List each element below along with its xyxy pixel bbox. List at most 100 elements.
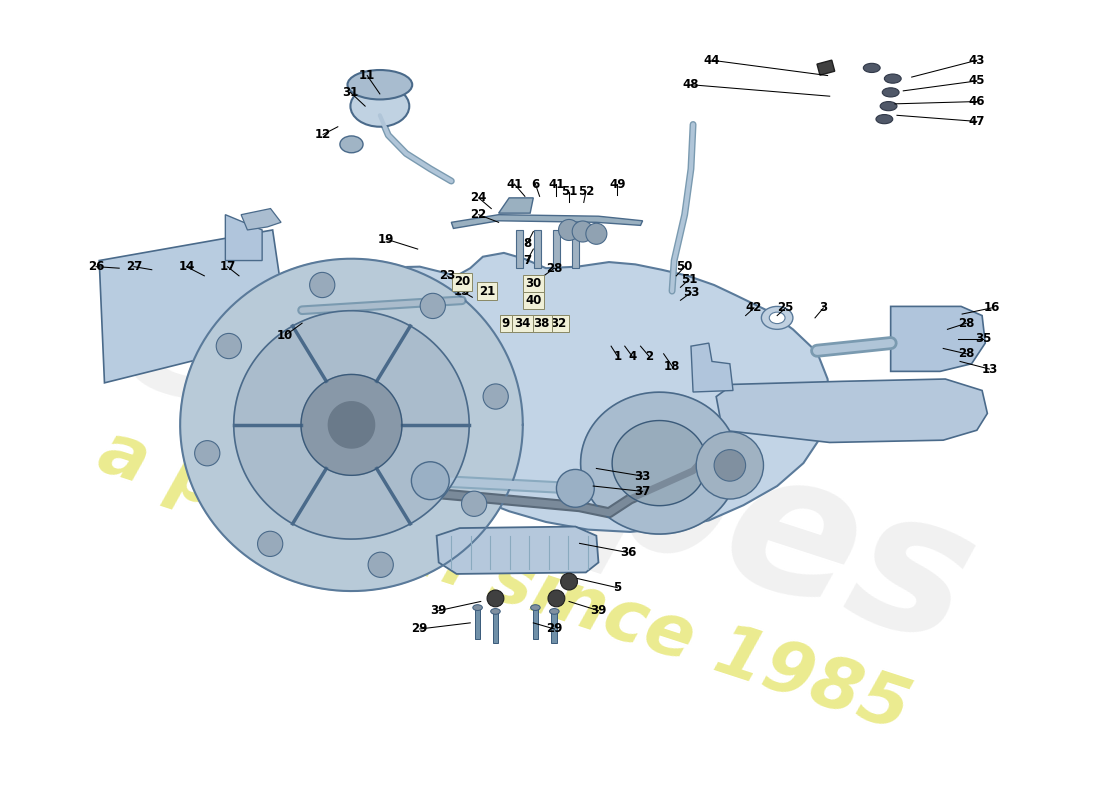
Circle shape	[257, 531, 283, 557]
Text: 15: 15	[453, 285, 470, 298]
Circle shape	[548, 590, 564, 607]
Circle shape	[586, 223, 607, 244]
Text: 5: 5	[614, 582, 622, 594]
Bar	[552, 230, 560, 268]
Text: 23: 23	[439, 270, 455, 282]
Circle shape	[572, 221, 593, 242]
Text: 2: 2	[645, 350, 653, 362]
Text: 46: 46	[969, 95, 986, 108]
Circle shape	[217, 334, 241, 358]
Text: 38: 38	[534, 317, 550, 330]
Bar	[817, 60, 835, 75]
Text: 29: 29	[546, 622, 562, 635]
Text: 25: 25	[778, 302, 794, 314]
Circle shape	[309, 272, 334, 298]
Bar	[516, 230, 524, 268]
Polygon shape	[891, 306, 986, 371]
Text: 30: 30	[525, 277, 541, 290]
Text: 13: 13	[981, 362, 998, 375]
Text: 26: 26	[88, 260, 104, 273]
Polygon shape	[612, 421, 706, 506]
Text: 42: 42	[746, 302, 762, 314]
Text: 6: 6	[531, 178, 539, 190]
Text: 21: 21	[478, 285, 495, 298]
Text: a passion since 1985: a passion since 1985	[90, 418, 918, 746]
Text: 11: 11	[359, 69, 375, 82]
Text: 29: 29	[411, 622, 428, 635]
Ellipse shape	[761, 306, 793, 330]
Ellipse shape	[769, 312, 785, 324]
Text: 10: 10	[277, 329, 294, 342]
Circle shape	[487, 590, 504, 607]
Text: 32: 32	[550, 317, 566, 330]
Text: 20: 20	[453, 275, 470, 289]
Circle shape	[462, 491, 486, 516]
Text: 40: 40	[525, 294, 541, 306]
Polygon shape	[581, 392, 738, 534]
Circle shape	[483, 384, 508, 409]
Polygon shape	[301, 374, 402, 475]
Text: 16: 16	[983, 302, 1000, 314]
Ellipse shape	[550, 609, 559, 614]
Ellipse shape	[351, 86, 409, 126]
Circle shape	[368, 552, 394, 578]
Text: 3: 3	[820, 302, 827, 314]
Text: 51: 51	[561, 186, 578, 198]
Text: 34: 34	[515, 317, 531, 330]
Ellipse shape	[473, 605, 483, 610]
Text: 12: 12	[315, 128, 331, 141]
Circle shape	[714, 450, 746, 481]
Ellipse shape	[876, 114, 893, 124]
Text: 52: 52	[578, 186, 594, 198]
Text: 19: 19	[378, 233, 394, 246]
Text: 27: 27	[125, 260, 142, 273]
Bar	[493, 612, 498, 642]
Bar	[534, 230, 541, 268]
Text: 45: 45	[969, 74, 986, 87]
Polygon shape	[451, 214, 642, 229]
Bar	[475, 608, 481, 639]
Polygon shape	[691, 343, 733, 392]
Ellipse shape	[340, 136, 363, 153]
Polygon shape	[99, 230, 288, 383]
Text: 51: 51	[681, 273, 697, 286]
Polygon shape	[180, 258, 522, 591]
Text: 36: 36	[619, 546, 636, 559]
Circle shape	[411, 462, 449, 500]
Text: 41: 41	[506, 178, 522, 190]
Text: 47: 47	[969, 115, 984, 128]
Text: 28: 28	[546, 262, 562, 274]
Text: 31: 31	[342, 86, 359, 99]
Text: 8: 8	[522, 238, 531, 250]
Text: 1: 1	[614, 350, 622, 362]
Text: 41: 41	[548, 178, 564, 190]
Text: 49: 49	[609, 178, 626, 190]
Polygon shape	[241, 209, 282, 230]
Text: 9: 9	[502, 317, 510, 330]
Text: 37: 37	[635, 485, 651, 498]
Text: 39: 39	[430, 604, 447, 617]
Text: 53: 53	[683, 286, 700, 299]
Ellipse shape	[880, 102, 896, 110]
Text: 48: 48	[683, 78, 700, 91]
Text: 33: 33	[635, 470, 651, 482]
Polygon shape	[234, 310, 470, 539]
Text: 44: 44	[704, 54, 720, 66]
Text: 28: 28	[958, 317, 975, 330]
Ellipse shape	[348, 70, 412, 99]
Circle shape	[420, 294, 446, 318]
Text: europes: europes	[96, 233, 997, 686]
Ellipse shape	[864, 63, 880, 73]
Text: 18: 18	[664, 359, 680, 373]
Polygon shape	[235, 253, 829, 532]
Circle shape	[557, 470, 594, 507]
Text: 4: 4	[628, 350, 636, 362]
Ellipse shape	[884, 74, 901, 83]
Text: 35: 35	[975, 332, 991, 345]
Text: 39: 39	[591, 604, 607, 617]
Ellipse shape	[491, 609, 501, 614]
Bar	[551, 612, 558, 642]
Text: 28: 28	[958, 347, 975, 360]
Circle shape	[561, 573, 578, 590]
Polygon shape	[437, 526, 598, 574]
